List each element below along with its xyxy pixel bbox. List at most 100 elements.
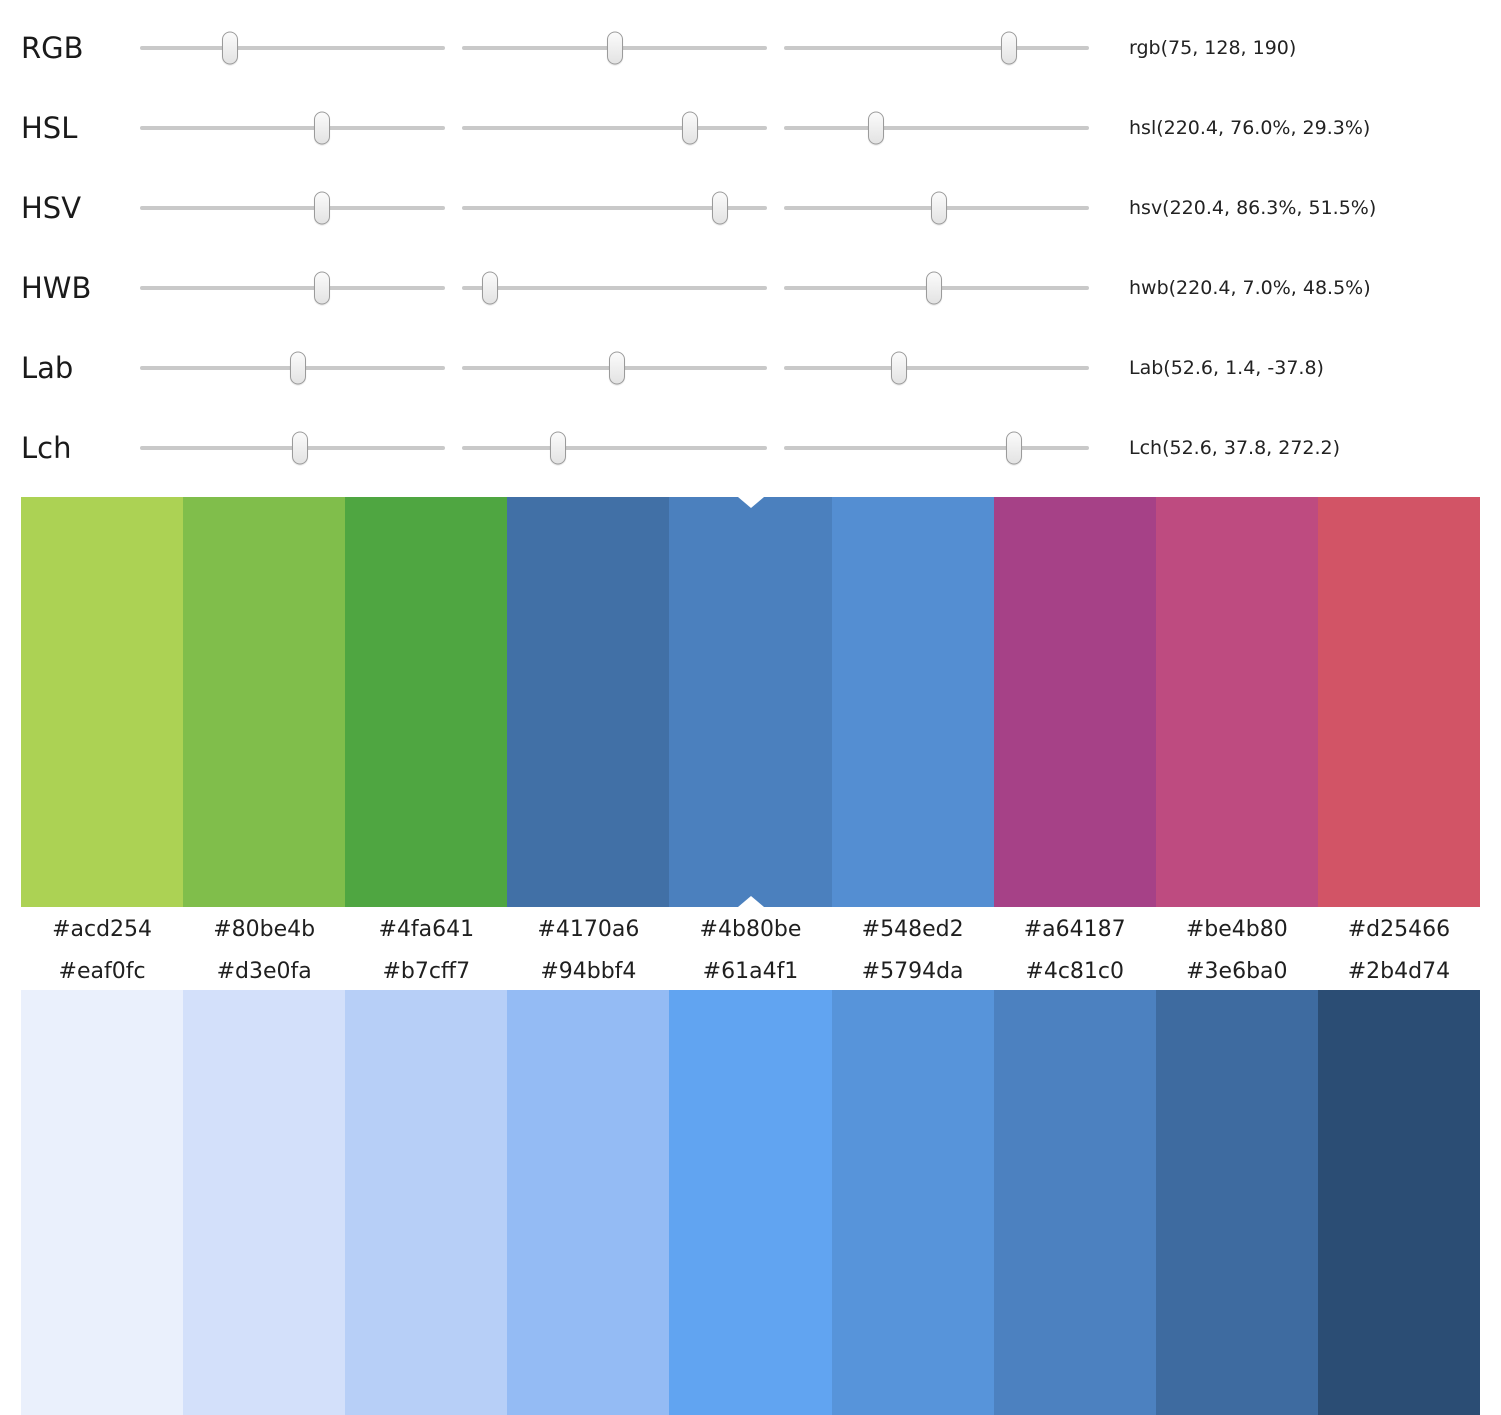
slider-thumb[interactable] — [550, 431, 567, 465]
lch-value-text: Lch(52.6, 37.8, 272.2) — [1129, 437, 1341, 459]
slider-track[interactable] — [784, 126, 1089, 130]
palette-swatch[interactable] — [21, 990, 184, 1415]
hex-label: #548ed2 — [861, 917, 964, 942]
slider-thumb[interactable] — [314, 111, 331, 145]
palette-swatch[interactable] — [183, 497, 346, 907]
slider-section: RGB rgb(75, 128, 190) HSL — [0, 0, 1501, 488]
slider-row-hsl: HSL hsl(220.4, 76.0%, 29.3%) — [21, 88, 1501, 168]
palette-swatch[interactable] — [1317, 990, 1480, 1415]
palette-swatch[interactable] — [1155, 497, 1318, 907]
hex-label: #acd254 — [52, 917, 153, 942]
shade-palette — [21, 990, 1480, 1415]
palette-swatch[interactable] — [831, 497, 994, 907]
slider-track[interactable] — [462, 206, 767, 210]
palette-swatch[interactable] — [669, 990, 832, 1415]
palette-swatch-selected[interactable] — [669, 497, 832, 907]
palette-swatch[interactable] — [993, 990, 1156, 1415]
colorspace-label-hsl: HSL — [21, 111, 78, 145]
slider-thumb[interactable] — [608, 351, 625, 385]
rgb-b-slider[interactable] — [784, 18, 1089, 78]
hwb-h-slider[interactable] — [140, 258, 445, 318]
slider-thumb[interactable] — [292, 431, 309, 465]
slider-thumb[interactable] — [607, 31, 624, 65]
slider-track[interactable] — [462, 126, 767, 130]
palette-swatch[interactable] — [21, 497, 184, 907]
hex-label: #d3e0fa — [216, 958, 312, 984]
colorspace-label-rgb: RGB — [21, 31, 84, 65]
palette-swatch[interactable] — [831, 990, 994, 1415]
hsl-h-slider[interactable] — [140, 98, 445, 158]
hsl-l-slider[interactable] — [784, 98, 1089, 158]
slider-thumb[interactable] — [682, 111, 699, 145]
colorspace-label-lab: Lab — [21, 351, 74, 385]
slider-thumb[interactable] — [314, 191, 331, 225]
slider-thumb[interactable] — [314, 271, 331, 305]
hwb-w-slider[interactable] — [462, 258, 767, 318]
palette-swatch[interactable] — [993, 497, 1156, 907]
lab-b-slider[interactable] — [784, 338, 1089, 398]
slider-thumb[interactable] — [868, 111, 885, 145]
lab-a-slider[interactable] — [462, 338, 767, 398]
slider-track[interactable] — [140, 46, 445, 50]
hwb-value-text: hwb(220.4, 7.0%, 48.5%) — [1129, 277, 1371, 299]
slider-thumb[interactable] — [1001, 31, 1018, 65]
hex-label: #be4b80 — [1185, 917, 1288, 942]
palette-swatch[interactable] — [1317, 497, 1480, 907]
hsl-s-slider[interactable] — [462, 98, 767, 158]
slider-track[interactable] — [784, 46, 1089, 50]
hex-label: #d25466 — [1347, 917, 1451, 942]
hsv-h-slider[interactable] — [140, 178, 445, 238]
slider-track[interactable] — [784, 446, 1089, 450]
rgb-value-text: rgb(75, 128, 190) — [1129, 37, 1297, 59]
palette-swatch[interactable] — [345, 497, 508, 907]
palette-swatch[interactable] — [183, 990, 346, 1415]
shade-palette-hex-labels: #eaf0fc #d3e0fa #b7cff7 #94bbf4 #61a4f1 … — [21, 952, 1480, 990]
slider-track[interactable] — [140, 206, 445, 210]
slider-thumb[interactable] — [221, 31, 238, 65]
hex-label: #b7cff7 — [382, 958, 471, 984]
hex-label: #80be4b — [213, 917, 316, 942]
rgb-g-slider[interactable] — [462, 18, 767, 78]
slider-track[interactable] — [462, 286, 767, 290]
hue-palette-hex-labels: #acd254 #80be4b #4fa641 #4170a6 #4b80be … — [21, 907, 1480, 952]
slider-thumb[interactable] — [712, 191, 729, 225]
lch-l-slider[interactable] — [140, 418, 445, 478]
hsv-v-slider[interactable] — [784, 178, 1089, 238]
palette-swatch[interactable] — [507, 497, 670, 907]
slider-row-lab: Lab Lab(52.6, 1.4, -37.8) — [21, 328, 1501, 408]
rgb-r-slider[interactable] — [140, 18, 445, 78]
hex-label: #2b4d74 — [1347, 958, 1451, 984]
slider-thumb[interactable] — [289, 351, 306, 385]
palette-swatch[interactable] — [345, 990, 508, 1415]
lab-value-text: Lab(52.6, 1.4, -37.8) — [1129, 357, 1324, 379]
slider-thumb[interactable] — [926, 271, 943, 305]
hwb-b-slider[interactable] — [784, 258, 1089, 318]
slider-track[interactable] — [140, 286, 445, 290]
slider-thumb[interactable] — [930, 191, 947, 225]
slider-row-hsv: HSV hsv(220.4, 86.3%, 51.5%) — [21, 168, 1501, 248]
lch-h-slider[interactable] — [784, 418, 1089, 478]
slider-thumb[interactable] — [890, 351, 907, 385]
hex-label: #4c81c0 — [1025, 958, 1125, 984]
palette-swatch[interactable] — [1155, 990, 1318, 1415]
slider-track[interactable] — [462, 446, 767, 450]
slider-row-lch: Lch Lch(52.6, 37.8, 272.2) — [21, 408, 1501, 488]
slider-thumb[interactable] — [482, 271, 499, 305]
lch-c-slider[interactable] — [462, 418, 767, 478]
slider-track[interactable] — [140, 126, 445, 130]
slider-track[interactable] — [784, 366, 1089, 370]
hex-label: #61a4f1 — [702, 958, 799, 984]
slider-row-rgb: RGB rgb(75, 128, 190) — [21, 8, 1501, 88]
hsv-s-slider[interactable] — [462, 178, 767, 238]
hue-palette — [21, 497, 1480, 907]
lab-l-slider[interactable] — [140, 338, 445, 398]
hsl-value-text: hsl(220.4, 76.0%, 29.3%) — [1129, 117, 1371, 139]
slider-thumb[interactable] — [1005, 431, 1022, 465]
hex-label: #a64187 — [1023, 917, 1126, 942]
hex-label: #eaf0fc — [58, 958, 146, 984]
colorspace-label-hsv: HSV — [21, 191, 82, 225]
slider-row-hwb: HWB hwb(220.4, 7.0%, 48.5%) — [21, 248, 1501, 328]
hex-label: #5794da — [861, 958, 964, 984]
palette-swatch[interactable] — [507, 990, 670, 1415]
